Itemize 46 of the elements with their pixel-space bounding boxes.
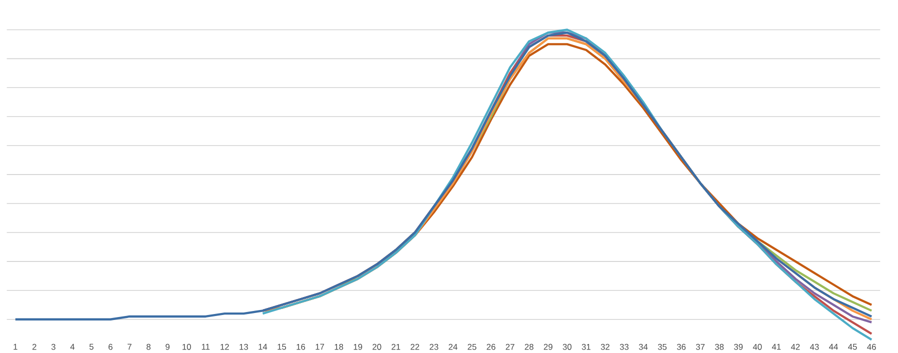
x-tick-label: 7: [128, 344, 132, 350]
x-tick-label: 8: [146, 344, 151, 350]
x-tick-label: 25: [468, 344, 476, 350]
x-tick-label: 5: [89, 344, 94, 350]
x-tick-label: 37: [696, 344, 705, 350]
x-tick-label: 27: [506, 344, 514, 350]
x-tick-label: 23: [430, 344, 438, 350]
x-tick-label: 32: [600, 344, 610, 350]
x-tick-label: 43: [810, 344, 819, 350]
x-tick-label: 12: [220, 344, 229, 350]
x-tick-label: 19: [354, 344, 362, 350]
x-tick-label: 3: [51, 344, 56, 350]
x-tick-label: 26: [486, 344, 496, 350]
x-tick-label: 33: [620, 344, 629, 350]
x-tick-label: 6: [108, 344, 112, 350]
x-tick-label: 17: [316, 344, 324, 350]
x-tick-label: 45: [848, 344, 857, 350]
x-tick-label: 14: [258, 344, 268, 350]
x-tick-label: 22: [410, 344, 420, 350]
x-tick-label: 20: [372, 344, 382, 350]
x-tick-label: 13: [240, 344, 248, 350]
x-tick-label: 29: [544, 344, 552, 350]
x-tick-label: 36: [676, 344, 686, 350]
x-tick-label: 24: [448, 344, 458, 350]
x-tick-label: 16: [296, 344, 306, 350]
x-tick-label: 42: [790, 344, 800, 350]
x-tick-label: 10: [182, 344, 191, 350]
x-tick-label: 41: [772, 344, 781, 350]
x-tick-label: 34: [638, 344, 648, 350]
x-tick-label: 1: [14, 344, 18, 350]
x-tick-label: 2: [32, 344, 36, 350]
x-tick-label: 30: [562, 344, 572, 350]
x-tick-label: 28: [524, 344, 534, 350]
x-tick-label: 18: [334, 344, 344, 350]
x-tick-label: 31: [582, 344, 590, 350]
x-tick-label: 9: [166, 344, 170, 350]
x-tick-label: 39: [734, 344, 743, 350]
x-tick-label: 21: [392, 344, 400, 350]
x-tick-label: 46: [867, 344, 876, 350]
x-tick-label: 11: [202, 344, 210, 350]
x-tick-label: 38: [715, 344, 724, 350]
x-tick-label: 44: [829, 344, 838, 350]
x-tick-label: 35: [658, 344, 667, 350]
x-tick-label: 40: [752, 344, 762, 350]
x-tick-label: 4: [70, 344, 75, 350]
x-tick-label: 15: [278, 344, 286, 350]
